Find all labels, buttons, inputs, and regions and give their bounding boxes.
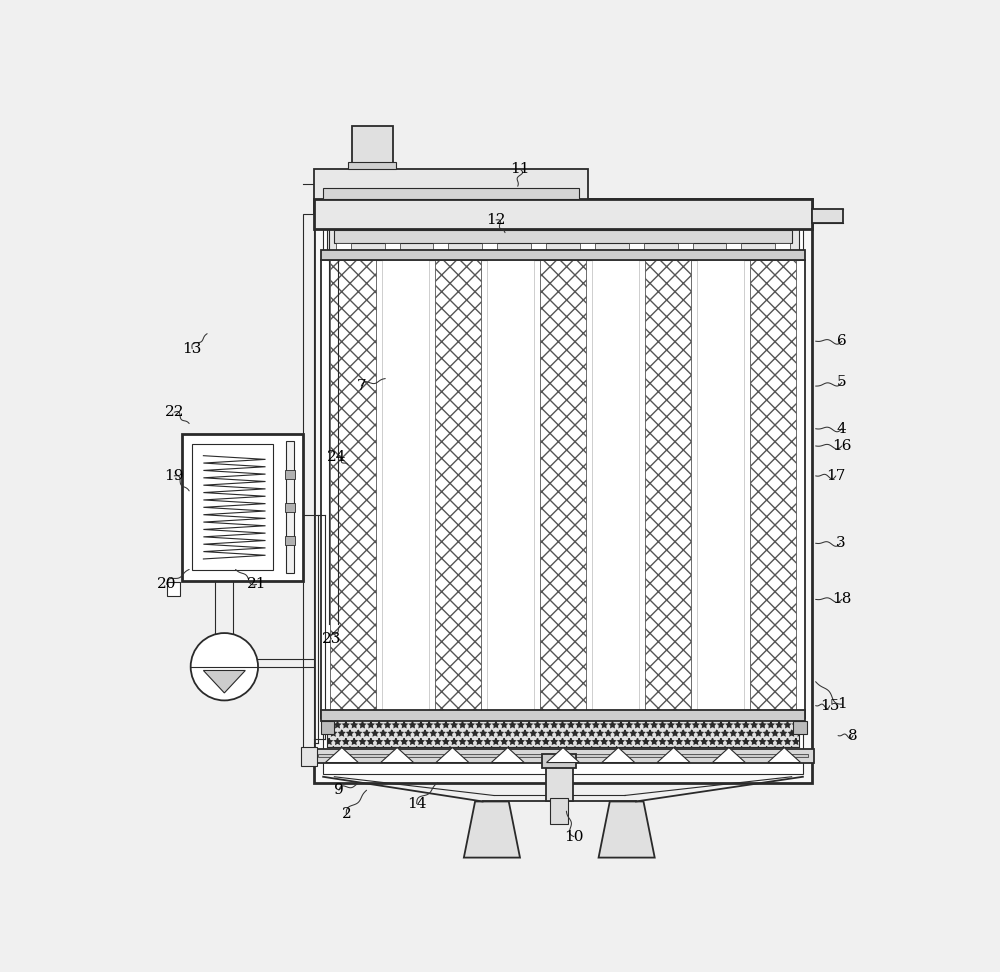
Bar <box>348 161 396 169</box>
Text: 6: 6 <box>837 334 847 348</box>
Text: 20: 20 <box>157 577 176 591</box>
Text: 17: 17 <box>826 469 846 483</box>
Bar <box>285 536 295 544</box>
Bar <box>645 260 691 711</box>
Polygon shape <box>464 802 520 857</box>
Polygon shape <box>381 747 414 763</box>
Polygon shape <box>491 747 524 763</box>
Text: 5: 5 <box>837 375 847 390</box>
Bar <box>321 260 805 717</box>
Text: 19: 19 <box>164 469 184 483</box>
Bar <box>775 243 790 258</box>
Bar <box>167 582 180 596</box>
Bar <box>336 243 351 258</box>
Bar <box>678 243 693 258</box>
Bar <box>385 243 400 258</box>
Text: 21: 21 <box>247 577 266 591</box>
Bar <box>382 260 429 711</box>
Text: 11: 11 <box>510 162 530 176</box>
Bar <box>550 798 568 824</box>
Text: 4: 4 <box>837 422 847 435</box>
Bar <box>303 214 314 756</box>
Bar <box>323 208 803 774</box>
Bar <box>330 260 376 711</box>
Bar <box>726 243 741 258</box>
Text: 12: 12 <box>486 213 506 226</box>
Text: 14: 14 <box>407 797 426 811</box>
Bar <box>592 260 639 711</box>
Bar <box>327 711 799 746</box>
Bar <box>540 260 586 711</box>
Text: 8: 8 <box>848 729 858 743</box>
Circle shape <box>191 633 258 701</box>
Text: 9: 9 <box>334 783 344 797</box>
Polygon shape <box>436 747 469 763</box>
Bar <box>192 444 273 571</box>
Text: 10: 10 <box>564 830 584 844</box>
Text: 15: 15 <box>820 699 840 712</box>
Bar <box>314 199 812 229</box>
Bar <box>182 434 303 580</box>
Text: 13: 13 <box>182 341 202 356</box>
Bar <box>314 169 588 199</box>
Bar <box>285 469 295 479</box>
Bar <box>334 229 792 243</box>
Polygon shape <box>768 747 801 763</box>
Bar <box>435 260 481 711</box>
Text: 16: 16 <box>832 439 852 453</box>
Polygon shape <box>712 747 745 763</box>
Text: 1: 1 <box>837 697 847 712</box>
Bar <box>285 503 295 512</box>
Bar <box>327 229 799 260</box>
Text: 22: 22 <box>164 405 184 419</box>
Bar <box>812 209 843 223</box>
Bar <box>323 189 579 199</box>
Text: 18: 18 <box>832 592 852 607</box>
Bar <box>542 754 576 768</box>
Text: 23: 23 <box>322 632 341 646</box>
Bar <box>629 243 644 258</box>
Bar <box>321 711 805 720</box>
Text: 7: 7 <box>357 379 366 393</box>
Bar <box>487 260 534 711</box>
Bar <box>750 260 796 711</box>
Polygon shape <box>602 747 635 763</box>
Bar <box>793 720 807 734</box>
Polygon shape <box>599 802 655 857</box>
Bar <box>352 125 393 169</box>
Bar <box>433 243 448 258</box>
Text: 2: 2 <box>341 807 351 821</box>
Bar <box>314 199 812 782</box>
Bar <box>580 243 595 258</box>
Polygon shape <box>547 747 579 763</box>
Bar <box>482 243 497 258</box>
Bar <box>301 746 317 766</box>
Bar <box>321 720 334 734</box>
Polygon shape <box>203 671 245 693</box>
Bar <box>318 754 808 757</box>
Polygon shape <box>325 747 358 763</box>
Bar <box>312 749 814 763</box>
Bar <box>546 764 573 802</box>
Bar <box>321 250 805 260</box>
Bar <box>531 243 546 258</box>
Polygon shape <box>657 747 690 763</box>
Bar <box>286 441 294 573</box>
Bar <box>697 260 744 711</box>
Text: 3: 3 <box>836 537 845 550</box>
Text: 24: 24 <box>327 450 346 465</box>
